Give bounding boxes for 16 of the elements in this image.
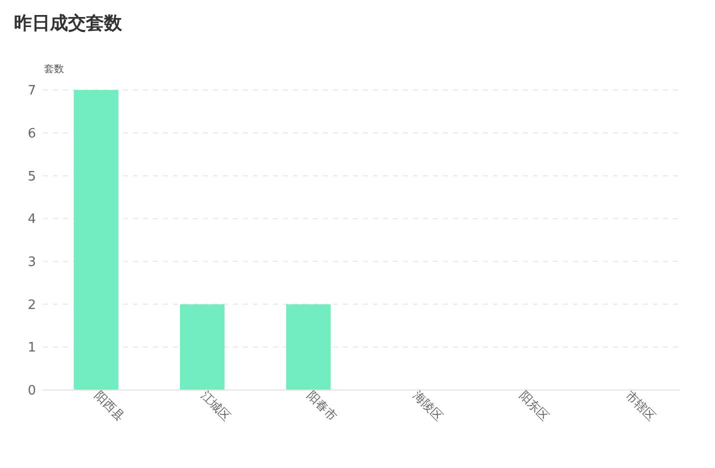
y-tick-label: 1 (28, 340, 36, 356)
y-tick-label: 4 (28, 212, 36, 228)
y-tick-label: 5 (28, 169, 36, 184)
y-tick-label: 3 (28, 254, 36, 270)
x-tick-label: 市辖区 (622, 388, 658, 424)
chart-title: 昨日成交套数 (14, 13, 123, 34)
y-tick-label: 2 (28, 298, 36, 313)
x-tick-label: 江城区 (198, 388, 234, 424)
x-tick-label: 阳东区 (516, 388, 552, 424)
y-tick-label: 6 (28, 126, 36, 142)
y-tick-label: 7 (28, 84, 36, 99)
x-tick-label: 阳春市 (304, 388, 340, 424)
y-tick-label: 0 (28, 384, 36, 399)
y-axis-title: 套数 (44, 63, 64, 75)
x-tick-label: 海陵区 (410, 388, 446, 424)
x-tick-label: 阳西县 (92, 388, 128, 424)
